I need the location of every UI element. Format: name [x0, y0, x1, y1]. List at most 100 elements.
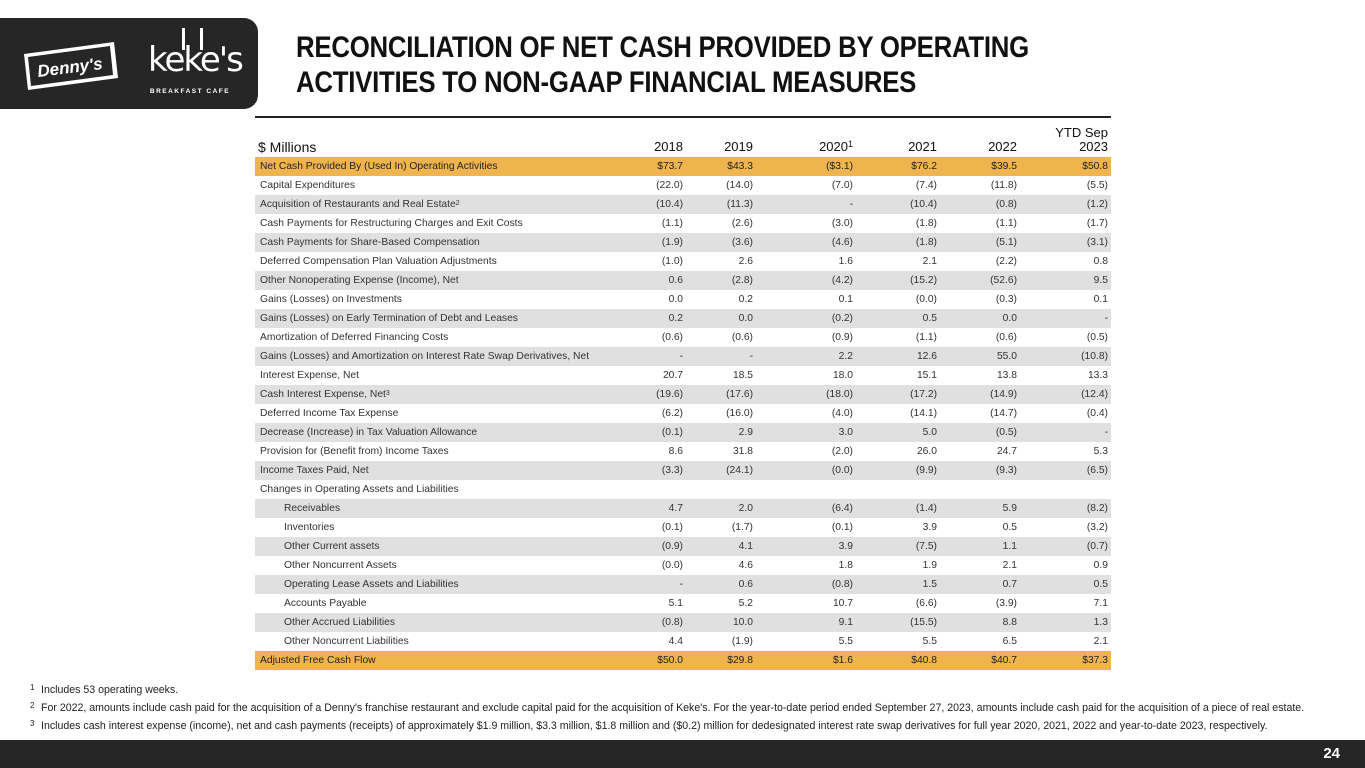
row-label: Acquisition of Restaurants and Real Esta…: [255, 195, 590, 214]
row-label: Cash Payments for Restructuring Charges …: [255, 214, 590, 233]
footnote-mark: 3: [30, 719, 35, 728]
table-cell: (14.7): [990, 408, 1017, 419]
table-row: Inventories (0.1) (1.7) (0.1) 3.9 0.5 (3.2): [255, 518, 1111, 537]
table-cell: 0.0: [686, 309, 756, 328]
table-cell: (0.1): [661, 522, 683, 533]
row-label: Operating Lease Assets and Liabilities: [255, 575, 590, 594]
table-cell: (3.2): [1086, 522, 1108, 533]
table-cell: (0.2): [756, 309, 856, 328]
row-label: Other Current assets: [255, 537, 590, 556]
row-label: Gains (Losses) on Investments: [255, 290, 590, 309]
table-cell: (2.8): [686, 271, 756, 290]
table-cell: (0.6): [731, 332, 753, 343]
table-cell: (16.0): [726, 408, 753, 419]
table-cell: -: [756, 195, 856, 214]
table-row: Acquisition of Restaurants and Real Esta…: [255, 195, 1111, 214]
row-label: Cash Payments for Share-Based Compensati…: [255, 233, 590, 252]
table-cell: 5.9: [940, 499, 1020, 518]
table-cell: (10.4): [590, 195, 686, 214]
row-label: Accounts Payable: [255, 594, 590, 613]
table-cell: (1.1): [995, 218, 1017, 229]
table-cell: 8.6: [668, 446, 683, 457]
row-label-text: Adjusted Free Cash Flow: [260, 655, 376, 666]
row-label: Gains (Losses) on Early Termination of D…: [255, 309, 590, 328]
table-cell: 9.5: [1020, 271, 1111, 290]
row-label: Inventories: [255, 518, 590, 537]
table-cell: 2.1: [1002, 560, 1017, 571]
table-cell: (11.3): [686, 195, 756, 214]
table-cell: 4.1: [686, 537, 756, 556]
footnote-mark: 1: [30, 683, 35, 692]
table-cell: [856, 480, 940, 499]
column-header-label: 2019: [724, 139, 753, 154]
row-label: Net Cash Provided By (Used In) Operating…: [255, 157, 590, 176]
table-cell: 2.1: [1093, 636, 1108, 647]
row-label-text: Other Noncurrent Liabilities: [284, 636, 409, 647]
column-header: 2022: [940, 116, 1020, 157]
row-label-text: Other Noncurrent Assets: [284, 560, 397, 571]
table-cell: $73.7: [590, 157, 686, 176]
kekes-logo: keke's BREAKFAST CAFE: [148, 28, 244, 100]
table-cell: (0.0): [661, 560, 683, 571]
column-header-label: YTD Sep 2023: [1055, 125, 1108, 154]
table-cell: 15.1: [916, 370, 937, 381]
table-cell: (6.6): [915, 598, 937, 609]
kekes-logo-text: keke's: [148, 40, 244, 80]
table-cell: 0.1: [1093, 294, 1108, 305]
table-cell: 1.8: [838, 560, 853, 571]
table-row: Decrease (Increase) in Tax Valuation All…: [255, 423, 1111, 442]
table-cell: $43.3: [686, 157, 756, 176]
table-row: Other Accrued Liabilities (0.8) 10.0 9.1 (15…: [255, 613, 1111, 632]
table-row: Other Noncurrent Liabilities 4.4 (1.9) 5.5 5…: [255, 632, 1111, 651]
row-label-text: Changes in Operating Assets and Liabilit…: [260, 484, 459, 495]
table-cell: 0.8: [1093, 256, 1108, 267]
footnote-mark: 2: [30, 701, 35, 710]
table-row: Accounts Payable 5.1 5.2 10.7 (6.6) (3.9) 7.1: [255, 594, 1111, 613]
table-row: Operating Lease Assets and Liabilities -0…: [255, 575, 1111, 594]
table-cell: (14.1): [910, 408, 937, 419]
row-label-text: Amortization of Deferred Financing Costs: [260, 332, 449, 343]
table-cell: $50.8: [1020, 157, 1111, 176]
table-cell: (15.5): [856, 613, 940, 632]
table-row: Gains (Losses) and Amortization on Inter…: [255, 347, 1111, 366]
table-cell: (15.2): [856, 271, 940, 290]
table-cell: 0.7: [940, 575, 1020, 594]
row-label: Other Noncurrent Liabilities: [255, 632, 590, 651]
table-cell: (3.0): [831, 218, 853, 229]
page-number: 24: [1323, 745, 1340, 762]
table-cell: 7.1: [1093, 598, 1108, 609]
table-cell: (4.6): [756, 233, 856, 252]
table-cell: (52.6): [940, 271, 1020, 290]
row-label-text: Other Accrued Liabilities: [284, 617, 396, 628]
table-cell: 10.0: [686, 613, 756, 632]
table-body: Net Cash Provided By (Used In) Operating…: [255, 157, 1111, 670]
table-cell: $50.0: [590, 651, 686, 670]
column-header: YTD Sep 2023: [1020, 116, 1111, 157]
row-label-text: Capital Expenditures: [260, 180, 356, 191]
table-cell: (0.1): [590, 423, 686, 442]
footnote: 3 Includes cash interest expense (income)…: [30, 717, 1350, 735]
table-cell: 0.6: [686, 575, 756, 594]
table-cell: 0.0: [940, 309, 1020, 328]
row-label-text: Income Taxes Paid, Net: [260, 465, 369, 476]
table-cell: 0.5: [1020, 575, 1111, 594]
table-cell: 3.9: [922, 522, 937, 533]
table-header-row: $ Millions 2018 2019 20201 2021 2022 YTD Sep …: [255, 116, 1111, 157]
table-cell: (9.3): [940, 461, 1020, 480]
table-cell: 1.6: [838, 256, 853, 267]
row-label-text: Deferred Income Tax Expense: [260, 408, 399, 419]
row-label: Deferred Income Tax Expense: [255, 404, 590, 423]
table-cell: (1.4): [856, 499, 940, 518]
table-cell: 1.5: [856, 575, 940, 594]
table-cell: 0.2: [590, 309, 686, 328]
column-header-label: 2021: [908, 139, 937, 154]
row-label: Decrease (Increase) in Tax Valuation All…: [255, 423, 590, 442]
table-cell: (17.2): [856, 385, 940, 404]
table-cell: -: [1020, 309, 1111, 328]
row-label-text: Net Cash Provided By (Used In) Operating…: [260, 161, 498, 172]
table-cell: (4.0): [831, 408, 853, 419]
table-cell: (0.8): [590, 613, 686, 632]
table-cell: 5.0: [856, 423, 940, 442]
brand-logo-block: Denny's keke's BREAKFAST CAFE: [0, 18, 258, 109]
table-cell: 0.1: [838, 294, 853, 305]
